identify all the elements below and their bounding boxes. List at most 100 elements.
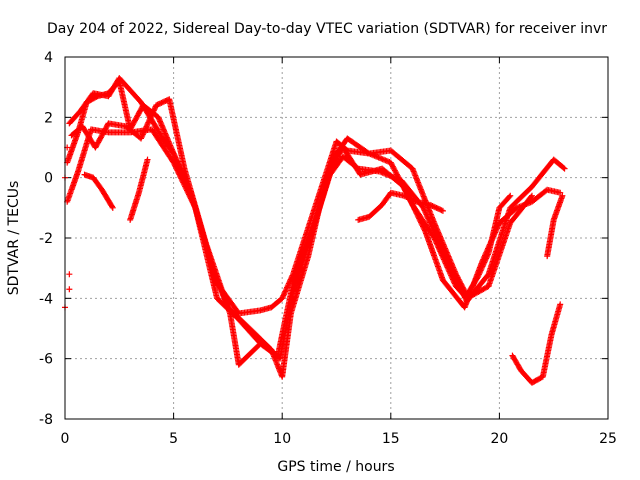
- data-point: [401, 185, 408, 192]
- x-axis-label: GPS time / hours: [277, 459, 394, 475]
- data-point: [561, 165, 568, 172]
- data-point: [434, 235, 441, 242]
- data-point: [420, 206, 427, 213]
- data-point: [419, 222, 426, 229]
- data-point: [419, 223, 426, 230]
- y-tick-label: -6: [39, 352, 53, 368]
- data-point: [412, 207, 419, 214]
- data-point: [428, 223, 435, 230]
- data-point: [424, 212, 430, 219]
- data-point: [434, 205, 441, 212]
- x-tick-label: 0: [61, 431, 70, 447]
- data-point: [144, 156, 151, 163]
- data-point: [391, 167, 398, 174]
- data-point: [403, 193, 410, 200]
- data-point: [411, 197, 418, 204]
- data-point: [425, 216, 432, 223]
- data-point: [439, 247, 446, 254]
- data-point: [557, 189, 564, 196]
- series-trace-1: [64, 126, 514, 317]
- data-point: [407, 195, 414, 202]
- data-point: [452, 274, 459, 281]
- data-point: [430, 203, 437, 210]
- x-tick-label: 20: [490, 431, 508, 447]
- data-point: [433, 232, 440, 239]
- data-point: [138, 134, 145, 141]
- series-trace-7: [355, 189, 446, 223]
- data-point: [154, 101, 161, 108]
- data-point: [444, 258, 451, 265]
- data-point: [141, 128, 148, 135]
- data-point: [282, 288, 289, 295]
- series-trace-6: [127, 156, 151, 223]
- data-point: [440, 250, 447, 257]
- data-point: [155, 101, 162, 108]
- data-point: [430, 227, 437, 234]
- data-point: [428, 222, 435, 229]
- data-point: [141, 127, 148, 134]
- data-point: [421, 226, 428, 233]
- data-point: [436, 239, 443, 246]
- data-point: [284, 284, 291, 291]
- data-point: [528, 193, 535, 200]
- series-trace-8: [509, 301, 564, 386]
- data-point: [147, 115, 154, 122]
- data-point: [433, 234, 440, 241]
- data-point: [458, 286, 465, 293]
- x-tick-label: 25: [599, 431, 617, 447]
- data-point: [280, 292, 287, 299]
- data-point: [436, 241, 443, 248]
- data-point: [445, 259, 452, 266]
- data-point: [391, 166, 398, 173]
- data-point: [159, 99, 166, 106]
- data-point: [448, 266, 455, 273]
- data-point: [145, 119, 152, 126]
- series-trace-9: [544, 192, 566, 260]
- data-point: [400, 183, 407, 190]
- y-tick-label: 0: [44, 171, 53, 187]
- data-point: [415, 214, 422, 221]
- data-point: [430, 226, 437, 233]
- data-point: [421, 207, 428, 214]
- data-point: [409, 202, 416, 209]
- data-point: [389, 163, 396, 170]
- data-point: [451, 271, 458, 278]
- data-point: [139, 132, 146, 139]
- x-tick-label: 5: [169, 431, 178, 447]
- tick-labels: 0 5 10 15 20 25 -8 -6 -4 -2 0 2 4: [39, 50, 617, 447]
- plot-frame: [64, 56, 609, 420]
- data-point: [410, 203, 417, 210]
- data-point: [142, 124, 149, 131]
- data-point: [138, 135, 145, 142]
- data-point: [426, 201, 433, 208]
- data-point: [428, 202, 435, 209]
- data-point: [281, 289, 288, 296]
- data-point: [459, 290, 466, 297]
- data-point: [411, 206, 418, 213]
- data-point: [507, 192, 514, 199]
- data-point: [432, 204, 439, 211]
- data-point: [506, 193, 513, 200]
- y-tick-label: -2: [39, 231, 53, 247]
- data-point: [389, 162, 396, 169]
- data-point: [416, 215, 423, 222]
- data-point: [438, 245, 445, 252]
- data-point: [425, 215, 432, 222]
- x-tick-label: 10: [273, 431, 291, 447]
- data-point: [412, 198, 419, 205]
- data-point: [528, 192, 535, 199]
- data-point: [402, 187, 409, 194]
- data-point: [406, 195, 413, 202]
- y-tick-label: 2: [44, 110, 53, 126]
- data-point: [427, 220, 434, 227]
- data-point: [418, 220, 425, 227]
- data-point: [454, 278, 461, 285]
- data-point: [140, 130, 147, 137]
- data-point: [400, 192, 407, 199]
- data-point: [139, 131, 146, 138]
- data-point: [447, 265, 454, 272]
- data-point: [455, 281, 462, 288]
- data-point: [152, 104, 159, 111]
- data-point: [560, 164, 567, 171]
